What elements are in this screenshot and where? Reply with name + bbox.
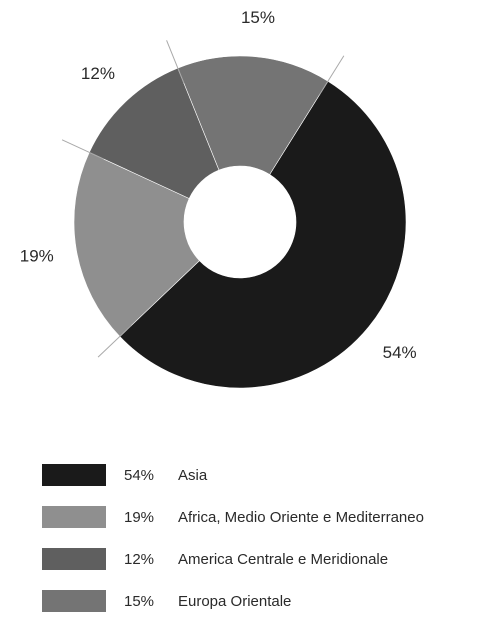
legend-percent-europa: 15%: [124, 592, 155, 610]
legend-label-america: America Centrale e Meridionale: [178, 550, 389, 568]
leader-line: [97, 325, 132, 358]
legend-swatch-america: [42, 548, 106, 570]
slice-label-africa: 19%: [20, 247, 54, 266]
legend: 54% Asia 19% Africa, Medio Oriente e Med…: [42, 464, 472, 632]
donut-slice-america: [88, 67, 220, 199]
leader-line: [61, 139, 105, 160]
legend-label-asia: Asia: [178, 466, 208, 484]
donut-chart: 54% 19% 12% 15%: [20, 8, 417, 389]
leader-line: [319, 55, 345, 96]
donut-slice-europa: [177, 55, 329, 175]
legend-item-europa: 15% Europa Orientale: [42, 590, 472, 612]
slice-labels: 54% 19% 12% 15%: [20, 8, 417, 362]
slice-label-america: 12%: [81, 64, 115, 83]
leader-lines: [61, 40, 345, 358]
slice-label-europa: 15%: [241, 8, 275, 27]
legend-label-africa: Africa, Medio Oriente e Mediterraneo: [178, 508, 424, 526]
legend-percent-africa: 19%: [124, 508, 155, 526]
leader-line: [166, 40, 185, 84]
legend-item-africa: 19% Africa, Medio Oriente e Mediterraneo: [42, 506, 472, 528]
donut-slice-asia: [119, 80, 407, 389]
legend-item-america: 12% America Centrale e Meridionale: [42, 548, 472, 570]
donut-slice-africa: [73, 151, 200, 337]
legend-swatch-asia: [42, 464, 106, 486]
legend-label-europa: Europa Orientale: [178, 592, 292, 610]
legend-percent-asia: 54%: [124, 466, 155, 484]
legend-item-asia: 54% Asia: [42, 464, 472, 486]
legend-swatch-europa: [42, 590, 106, 612]
donut-slices: [73, 55, 407, 389]
legend-swatch-africa: [42, 506, 106, 528]
slice-label-asia: 54%: [383, 343, 417, 362]
legend-percent-america: 12%: [124, 550, 155, 568]
